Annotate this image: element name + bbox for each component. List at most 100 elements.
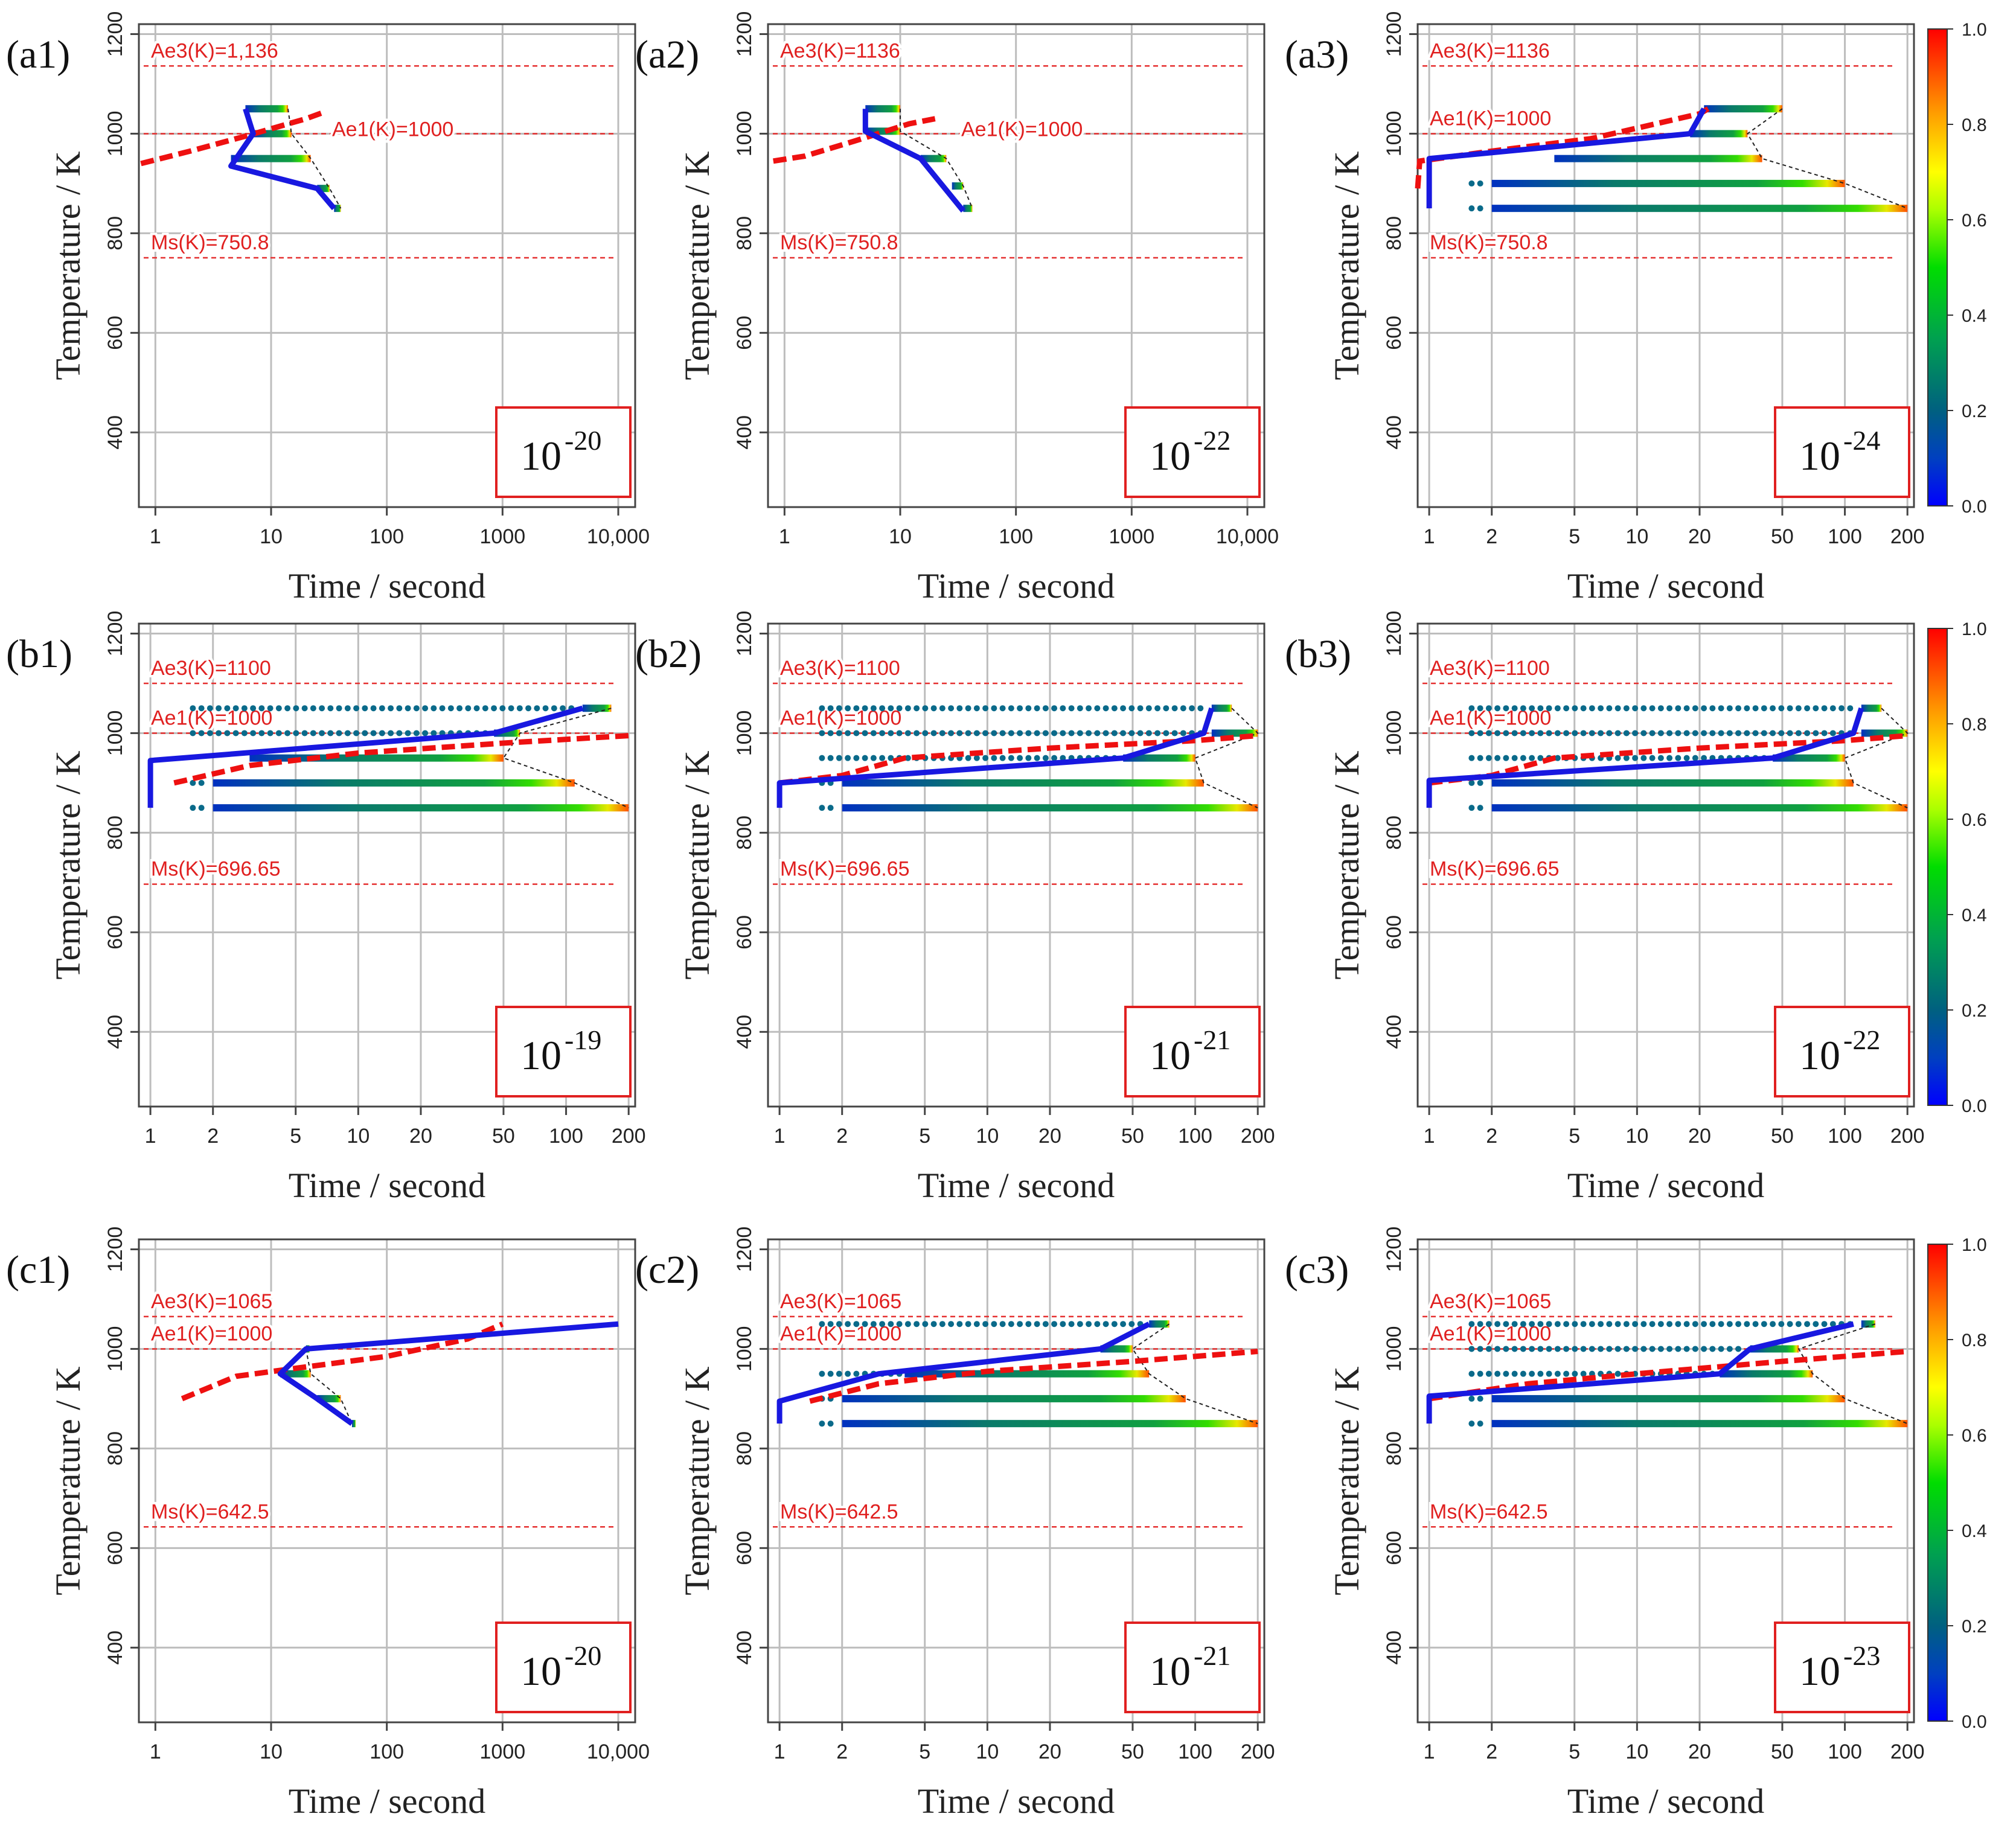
x-tick-label: 1 [150, 525, 161, 548]
isotherm-dot [1563, 705, 1570, 712]
coefficient-box [1774, 1006, 1910, 1098]
isotherm-dot [1068, 705, 1075, 712]
isotherm-dot [1017, 705, 1023, 712]
ae3-label: Ae3(K)=1100 [151, 657, 271, 680]
x-tick-label: 2 [1486, 1740, 1497, 1763]
y-axis-title: Temperature / K [677, 151, 717, 380]
isotherm-dot [896, 705, 903, 712]
x-tick-label: 5 [919, 1740, 930, 1763]
coefficient-box [1124, 406, 1261, 498]
isotherm-dot [491, 705, 498, 712]
isotherm-dot [1623, 705, 1630, 712]
isotherm-dot [845, 1370, 851, 1377]
isotherm-dot [1752, 730, 1759, 736]
isotherm-dot [1468, 1346, 1475, 1352]
isotherm-bar [334, 205, 341, 212]
isotherm-dot [827, 1420, 834, 1427]
y-tick-label: 600 [1383, 915, 1406, 950]
isotherm-dot [1468, 1370, 1475, 1377]
isotherm-bar [1491, 205, 1908, 212]
isotherm-bar [952, 182, 964, 190]
isotherm-dot [1102, 1321, 1109, 1328]
ms-label: Ms(K)=696.65 [1430, 858, 1560, 881]
isotherm-dot [904, 730, 911, 736]
x-tick-label: 1 [150, 1740, 161, 1763]
isotherm-dot [275, 730, 282, 736]
isotherm-dot [1692, 755, 1698, 761]
isotherm-dot [370, 730, 377, 736]
isotherm-bar [963, 205, 973, 212]
x-tick-label: 10 [1625, 1125, 1648, 1148]
isotherm-dot [1477, 1420, 1483, 1427]
cooling-path [228, 107, 336, 211]
isotherm-dot [1821, 730, 1828, 736]
isotherm-dot [190, 779, 196, 786]
isotherm-dot [1511, 1346, 1518, 1352]
isotherm-dot [525, 705, 532, 712]
x-tick-label: 100 [1178, 1740, 1212, 1763]
isotherm-dot [1537, 1321, 1544, 1328]
isotherm-dot [1145, 730, 1152, 736]
coefficient-exponent: -19 [565, 1024, 601, 1055]
isotherm-dot [1529, 1370, 1535, 1377]
y-tick-label: 600 [1383, 316, 1406, 350]
x-tick-label: 10 [347, 1125, 370, 1148]
isotherm-dot [1632, 1346, 1639, 1352]
y-tick-label: 600 [733, 316, 756, 350]
y-tick-label: 800 [1383, 1431, 1406, 1466]
isotherm-dot [1051, 730, 1058, 736]
y-tick-label: 800 [733, 816, 756, 850]
ae1-label: Ae1(K)=1000 [151, 1322, 272, 1345]
isotherm-dot [1554, 730, 1561, 736]
y-axis-title: Temperature / K [48, 151, 88, 380]
isotherm-dot [1468, 755, 1475, 761]
isotherm-dot [258, 705, 265, 712]
ae3-label: Ae3(K)=1100 [780, 657, 900, 680]
isotherm-dot [1503, 705, 1509, 712]
isotherm-dot [1838, 705, 1845, 712]
isotherm-dot [1726, 1321, 1733, 1328]
isotherm-dot [1017, 1321, 1023, 1328]
x-tick-label: 10,000 [587, 1740, 650, 1763]
isotherm-dot [1520, 705, 1526, 712]
isotherm-dot [853, 755, 860, 761]
isotherm-dot [1614, 730, 1621, 736]
isotherm-dot [991, 1321, 997, 1328]
colorbar-tick-label: 0.2 [1962, 1001, 1987, 1021]
x-tick-label: 5 [1569, 1740, 1580, 1763]
isotherm-dot [310, 730, 316, 736]
isotherm-dot [1468, 730, 1475, 736]
isotherm-bar [1861, 705, 1882, 712]
isotherm-dot [1804, 1321, 1811, 1328]
isotherm-dot [1008, 1321, 1014, 1328]
isotherm-dot [499, 705, 506, 712]
finish-connector [900, 109, 973, 209]
x-axis-title: Time / second [918, 1781, 1115, 1821]
panel-label: (c2) [635, 1248, 699, 1292]
isotherm-dot [836, 1370, 842, 1377]
isotherm-dot [1529, 730, 1535, 736]
colorbar-tick-label: 1.0 [1962, 619, 1987, 639]
x-tick-label: 200 [1890, 1740, 1925, 1763]
isotherm-dot [1761, 730, 1767, 736]
x-tick-label: 100 [1828, 1125, 1862, 1148]
ae3-label: Ae3(K)=1136 [1430, 39, 1550, 62]
x-tick-label: 20 [1688, 1740, 1711, 1763]
isotherm-dot [1709, 730, 1716, 736]
isotherm-dot [1683, 705, 1690, 712]
x-tick-label: 100 [1828, 1740, 1862, 1763]
isotherm-dot [1632, 705, 1639, 712]
colorbar-gradient [1927, 1244, 1948, 1722]
isotherm-dot [1666, 705, 1673, 712]
isotherm-dot [1485, 1321, 1492, 1328]
coefficient-base: 10 [1799, 1648, 1840, 1694]
isotherm-dot [1614, 1346, 1621, 1352]
isotherm-dot [1051, 705, 1058, 712]
isotherm-dot [1589, 730, 1595, 736]
isotherm-dot [1683, 730, 1690, 736]
y-tick-label: 600 [733, 915, 756, 950]
isotherm-dot [1804, 730, 1811, 736]
colorbar-3: 0.0 0.2 0.4 0.6 0.8 1.0 [1927, 1235, 1987, 1732]
y-tick-label: 400 [733, 1631, 756, 1665]
isotherm-dot [1640, 730, 1647, 736]
